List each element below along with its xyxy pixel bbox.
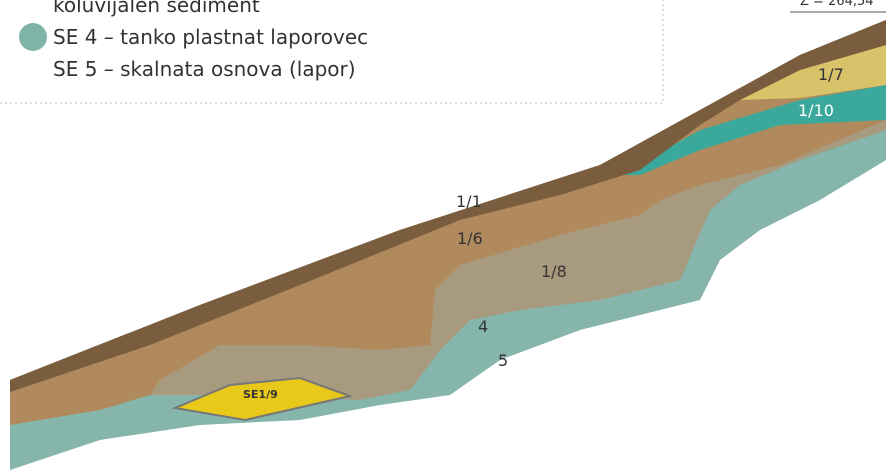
layer-label: 1/6 — [457, 229, 483, 248]
layer-label: 1/10 — [798, 101, 834, 120]
legend-item: SE 5 – skalnata osnova (lapor) — [53, 57, 356, 81]
layer-label: SE1/9 — [243, 388, 278, 401]
section-diagram: koluvijalen sediment SE 4 – tanko plastn… — [0, 0, 886, 472]
layer-label: 5 — [498, 351, 508, 370]
legend-swatch — [19, 23, 47, 51]
elevation-label: Z = 264,54 — [800, 0, 874, 9]
layer-label: 1/7 — [818, 65, 844, 84]
legend-item: koluvijalen sediment — [53, 0, 260, 17]
legend-item: SE 4 – tanko plastnat laporovec — [53, 25, 368, 49]
layer-label: 4 — [478, 317, 488, 336]
layer-label: 1/8 — [541, 262, 567, 281]
layer-label: 1/1 — [456, 192, 482, 211]
